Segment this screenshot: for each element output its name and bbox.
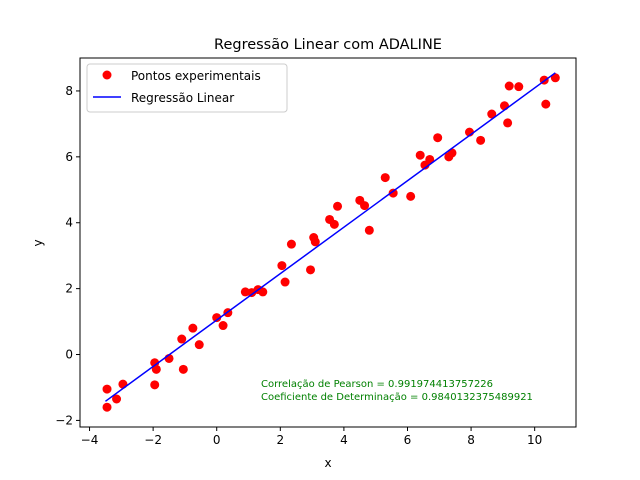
data-point xyxy=(541,99,551,109)
data-point xyxy=(364,225,374,235)
data-point xyxy=(306,265,316,275)
data-point xyxy=(499,101,509,111)
data-point xyxy=(258,287,268,297)
x-axis-label: x xyxy=(324,456,331,470)
y-tick-label: −2 xyxy=(55,413,73,427)
data-point xyxy=(406,191,416,201)
plot-area xyxy=(102,72,560,412)
data-point xyxy=(487,109,497,119)
x-tick-label: −4 xyxy=(81,433,99,447)
data-point xyxy=(360,201,370,211)
y-axis: −2 0 2 4 6 8 xyxy=(55,84,80,427)
data-point xyxy=(188,323,198,333)
data-point xyxy=(425,154,435,164)
data-point xyxy=(102,402,112,412)
x-tick-label: −2 xyxy=(144,433,162,447)
data-point xyxy=(504,81,514,91)
data-point xyxy=(380,173,390,183)
data-point xyxy=(433,133,443,143)
data-point xyxy=(178,364,188,374)
legend: Pontos experimentais Regressão Linear xyxy=(86,63,288,113)
data-point xyxy=(333,201,343,211)
chart-title: Regressão Linear com ADALINE xyxy=(214,37,442,53)
data-point xyxy=(112,394,122,404)
y-axis-label: y xyxy=(31,239,45,246)
data-point xyxy=(415,150,425,160)
x-tick-label: 8 xyxy=(467,433,475,447)
x-tick-label: 4 xyxy=(340,433,348,447)
data-point xyxy=(329,219,339,229)
data-point xyxy=(388,188,398,198)
data-point xyxy=(218,321,228,331)
data-point xyxy=(118,379,128,389)
data-point xyxy=(280,277,290,287)
x-tick-label: 10 xyxy=(527,433,542,447)
x-axis: −4 −2 0 2 4 6 8 10 xyxy=(81,427,542,447)
data-point xyxy=(151,364,161,374)
plot-frame xyxy=(79,57,577,428)
data-point xyxy=(102,384,112,394)
data-point xyxy=(476,135,486,145)
legend-box xyxy=(86,63,288,113)
data-point xyxy=(503,118,513,128)
data-point xyxy=(177,334,187,344)
y-tick-label: 0 xyxy=(65,348,73,362)
y-tick-label: 6 xyxy=(65,150,73,164)
data-point xyxy=(310,237,320,247)
determination-annotation: Coeficiente de Determinação = 0.98401323… xyxy=(261,392,533,403)
legend-label-line: Regressão Linear xyxy=(131,91,234,105)
x-tick-label: 0 xyxy=(213,433,221,447)
x-tick-label: 6 xyxy=(404,433,412,447)
data-point xyxy=(550,73,560,83)
pearson-annotation: Correlação de Pearson = 0.99197441375722… xyxy=(261,379,493,390)
data-point xyxy=(514,82,524,92)
y-tick-label: 8 xyxy=(65,84,73,98)
data-point xyxy=(286,239,296,249)
regression-line xyxy=(104,72,556,402)
data-point xyxy=(277,261,287,271)
y-tick-label: 2 xyxy=(65,282,73,296)
data-point xyxy=(150,380,160,390)
legend-label-points: Pontos experimentais xyxy=(131,69,261,83)
y-tick-label: 4 xyxy=(65,216,73,230)
legend-scatter-marker xyxy=(102,70,112,80)
data-point xyxy=(212,313,222,323)
data-point xyxy=(194,340,204,350)
x-tick-label: 2 xyxy=(276,433,284,447)
